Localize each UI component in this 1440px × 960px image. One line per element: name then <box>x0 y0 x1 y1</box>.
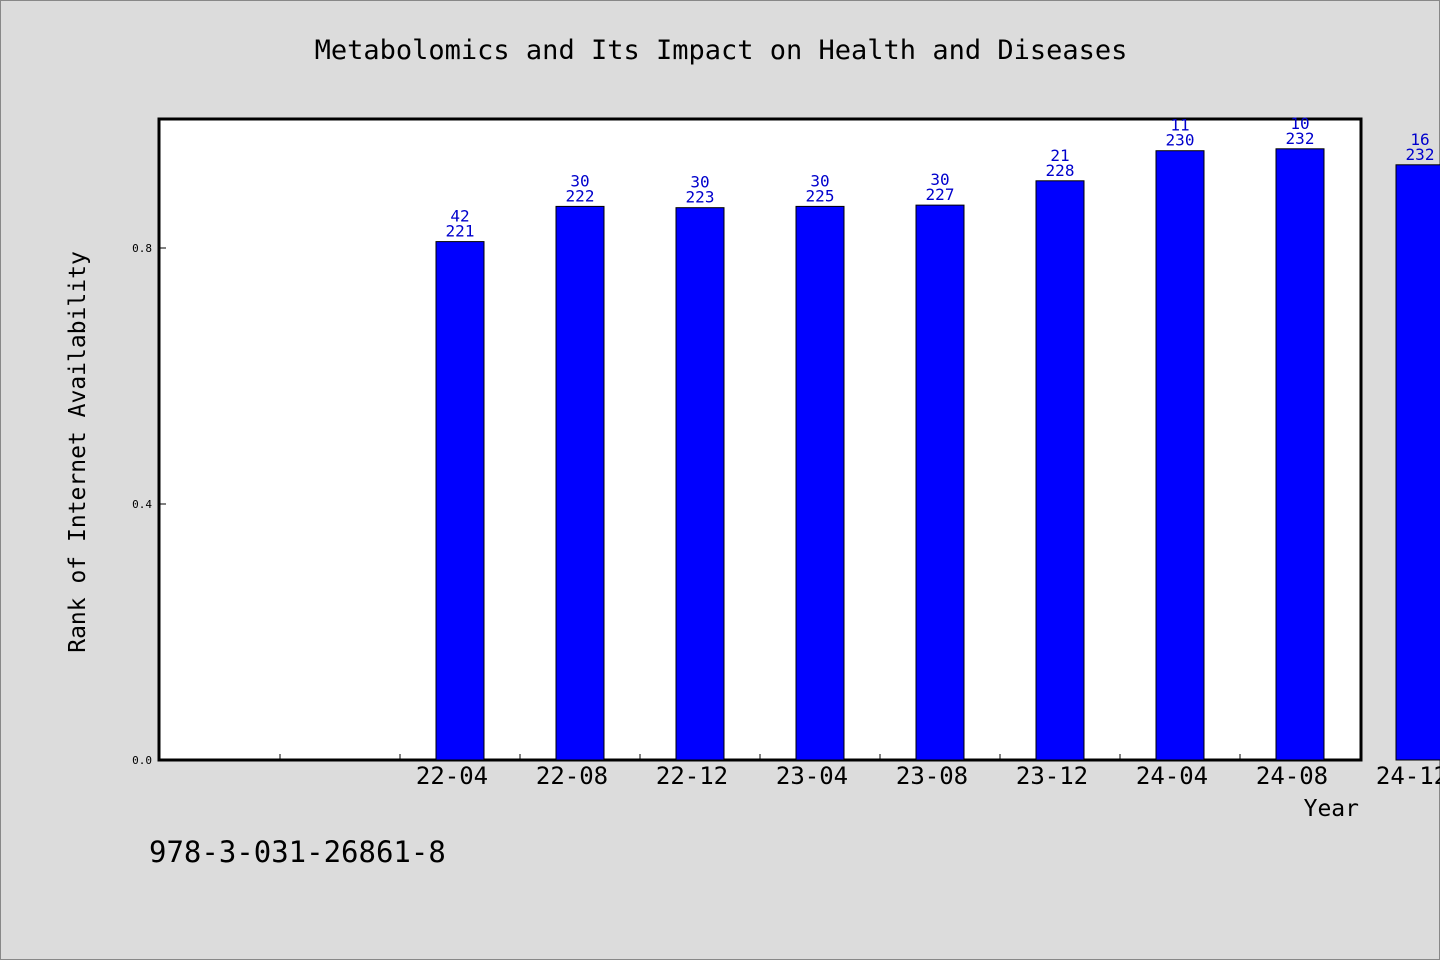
bar-label-bottom: 223 <box>686 188 715 207</box>
bar-label-top: 11 <box>1170 116 1189 135</box>
x-tick-label: 23-04 <box>776 762 848 790</box>
bar-22-12 <box>675 207 725 761</box>
bar-24-12 <box>1395 164 1440 761</box>
bar-24-08 <box>1275 148 1325 761</box>
bar-label-bottom: 225 <box>806 186 835 205</box>
bar-label-bottom: 222 <box>566 186 595 205</box>
bar-label-top: 30 <box>810 171 829 190</box>
bar-23-12 <box>1035 180 1085 761</box>
x-tick-label: 24-08 <box>1256 762 1328 790</box>
y-tick-label: 0.8 <box>132 242 152 255</box>
chart-title: Metabolomics and Its Impact on Health an… <box>314 35 1128 66</box>
bar-label-top: 21 <box>1050 146 1069 165</box>
bar-label-bottom: 232 <box>1406 145 1435 164</box>
x-tick-label: 23-12 <box>1016 762 1088 790</box>
bar-23-04 <box>795 205 845 761</box>
bar-label-bottom: 232 <box>1286 129 1315 148</box>
bar-label-top: 30 <box>570 171 589 190</box>
bar-label-bottom: 230 <box>1166 131 1195 150</box>
bar-label-top: 42 <box>450 207 469 226</box>
x-tick-label: 24-04 <box>1136 762 1208 790</box>
bar-22-08 <box>555 205 605 761</box>
bar-label-top: 30 <box>690 173 709 192</box>
x-axis-title: Year <box>1304 796 1359 822</box>
y-tick-label: 0.0 <box>132 754 152 767</box>
bar-label-bottom: 221 <box>446 222 475 241</box>
bar-24-04 <box>1155 150 1205 761</box>
y-axis-title: Rank of Internet Availability <box>65 251 91 653</box>
footer-isbn: 978-3-031-26861-8 <box>149 835 446 869</box>
bar-23-08 <box>915 204 965 761</box>
bar-label-top: 30 <box>930 170 949 189</box>
x-tick-label: 22-12 <box>656 762 728 790</box>
bar-label-top: 16 <box>1410 130 1429 149</box>
x-tick-label: 24-12 <box>1376 762 1440 790</box>
bar-label-bottom: 228 <box>1046 161 1075 180</box>
x-tick-label: 22-08 <box>536 762 608 790</box>
y-tick-label: 0.4 <box>132 498 152 511</box>
bar-22-04 <box>435 241 485 761</box>
x-tick-label: 22-04 <box>416 762 488 790</box>
bar-label-bottom: 227 <box>926 185 955 204</box>
bar-label-top: 10 <box>1290 114 1309 133</box>
x-tick-label: 23-08 <box>896 762 968 790</box>
